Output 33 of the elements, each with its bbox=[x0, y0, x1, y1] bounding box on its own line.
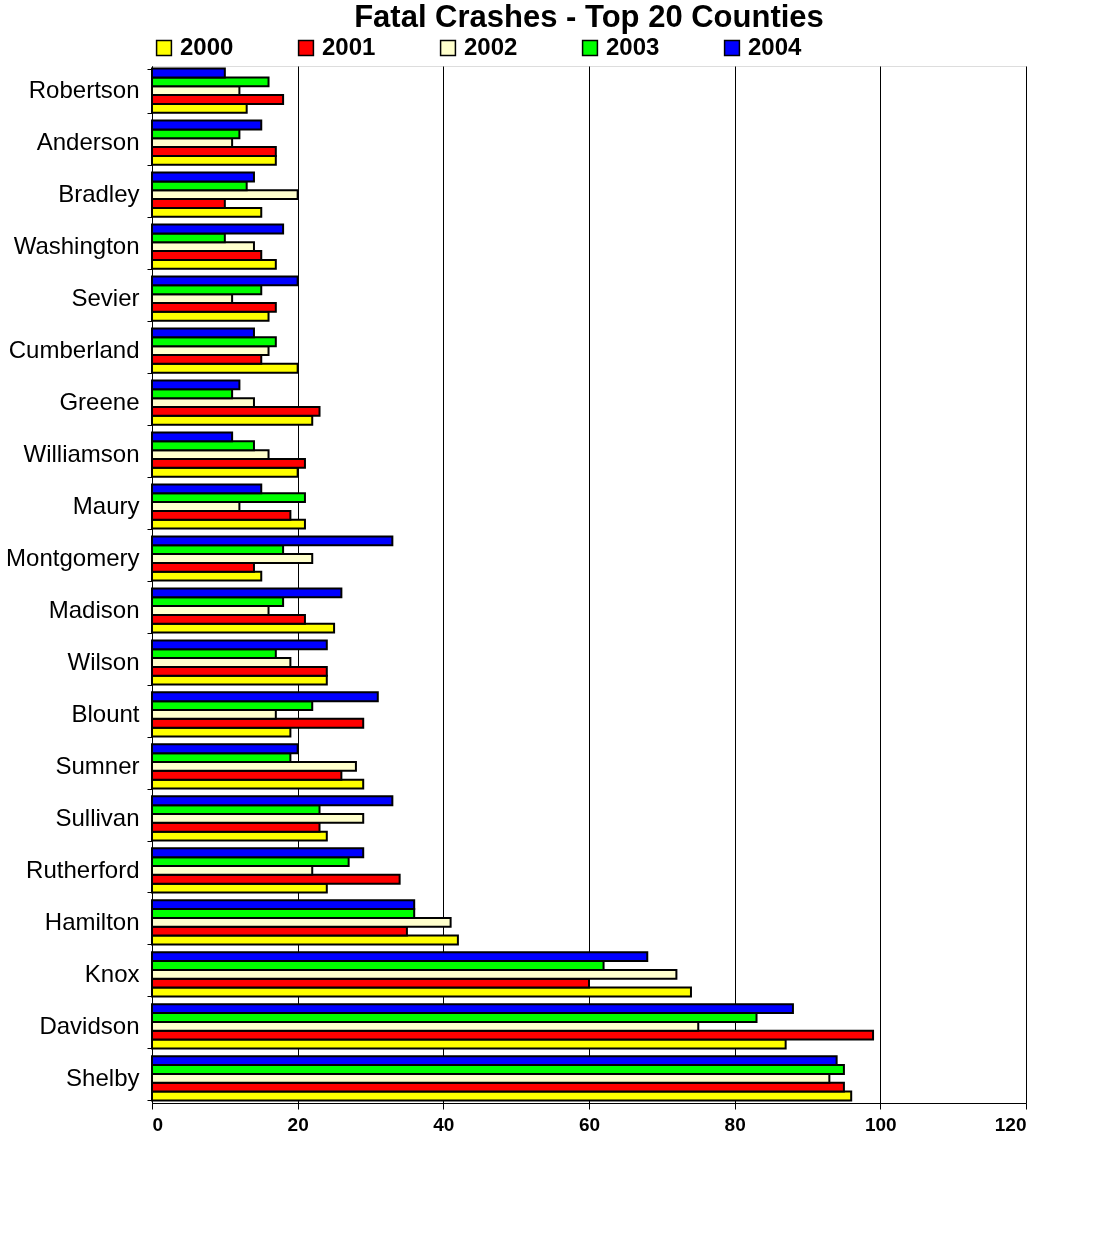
y-tick-label: Blount bbox=[71, 699, 140, 727]
x-tick-label: 80 bbox=[724, 1113, 746, 1135]
y-tick-label: Davidson bbox=[39, 1011, 140, 1039]
y-tick-label: Wilson bbox=[67, 647, 140, 675]
y-tick-label: Robertson bbox=[28, 76, 140, 104]
legend-label: 2002 bbox=[464, 33, 518, 60]
y-tick-label: Shelby bbox=[66, 1063, 140, 1091]
legend-label: 2004 bbox=[748, 33, 803, 60]
y-tick-label: Sevier bbox=[71, 284, 140, 312]
y-tick-label: Montgomery bbox=[6, 544, 140, 572]
x-tick-label: 40 bbox=[433, 1113, 455, 1135]
y-tick-label: Greene bbox=[59, 388, 140, 416]
x-tick-label: 120 bbox=[994, 1113, 1027, 1135]
y-tick-label: Hamilton bbox=[44, 907, 140, 935]
y-tick-label: Anderson bbox=[36, 128, 140, 156]
y-tick-label: Bradley bbox=[58, 180, 140, 208]
y-tick-label: Williamson bbox=[23, 440, 140, 468]
y-tick-label: Sumner bbox=[55, 751, 140, 779]
y-tick-label: Maury bbox=[72, 492, 140, 520]
chart-title: Fatal Crashes - Top 20 Counties bbox=[354, 0, 824, 34]
x-tick-label: 0 bbox=[152, 1113, 164, 1135]
y-tick-label: Madison bbox=[48, 595, 140, 623]
y-tick-label: Sullivan bbox=[55, 803, 140, 831]
legend-label: 2000 bbox=[180, 33, 234, 60]
legend-label: 2001 bbox=[322, 33, 376, 60]
y-tick-label: Knox bbox=[84, 959, 140, 987]
y-tick-label: Washington bbox=[13, 232, 140, 260]
x-tick-label: 20 bbox=[287, 1113, 309, 1135]
legend-label: 2003 bbox=[606, 33, 660, 60]
x-tick-label: 60 bbox=[578, 1113, 601, 1135]
y-tick-label: Cumberland bbox=[8, 336, 140, 364]
y-tick-label: Rutherford bbox=[26, 855, 140, 883]
x-tick-label: 100 bbox=[864, 1113, 897, 1135]
